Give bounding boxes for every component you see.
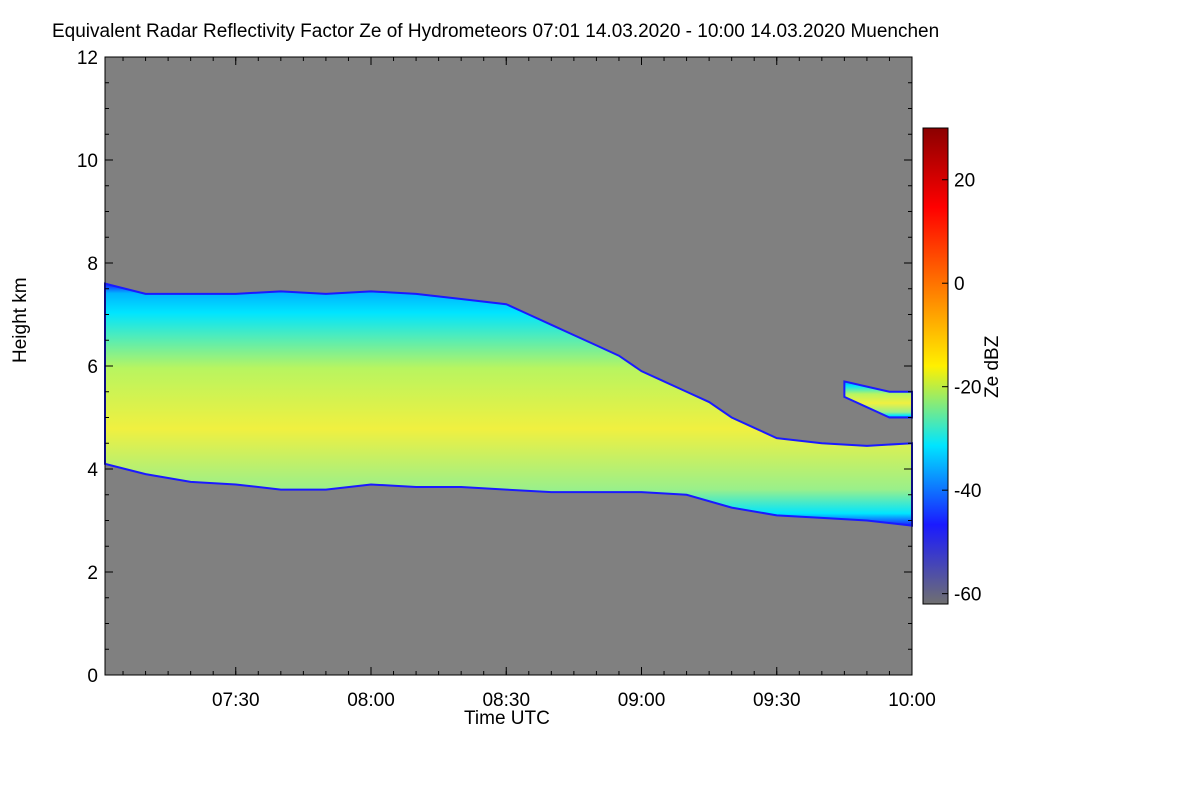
y-tick-label: 8	[87, 254, 98, 275]
chart-title: Equivalent Radar Reflectivity Factor Ze …	[52, 21, 940, 42]
x-tick-label: 09:00	[618, 690, 666, 711]
cloud-layer	[104, 282, 913, 527]
colorbar-tick-label: 0	[954, 274, 965, 295]
colorbar-tick-label: -20	[954, 378, 981, 399]
x-tick-label: 10:00	[888, 690, 936, 711]
colorbar-tick-label: -60	[954, 585, 981, 606]
x-tick-label: 07:30	[212, 690, 260, 711]
colorbar-tick-label: 20	[954, 171, 975, 192]
x-tick-label: 08:30	[482, 690, 530, 711]
y-tick-label: 12	[77, 48, 98, 69]
colorbar-tick-label: -40	[954, 481, 981, 502]
y-tick-label: 4	[87, 460, 98, 481]
y-tick-label: 2	[87, 563, 98, 584]
y-tick-label: 6	[87, 357, 98, 378]
colorbar	[922, 127, 949, 605]
y-tick-label: 10	[77, 151, 98, 172]
x-tick-label: 08:00	[347, 690, 395, 711]
y-tick-label: 0	[87, 666, 98, 687]
x-tick-label: 09:30	[753, 690, 801, 711]
x-axis-label: Time UTC	[464, 708, 550, 729]
